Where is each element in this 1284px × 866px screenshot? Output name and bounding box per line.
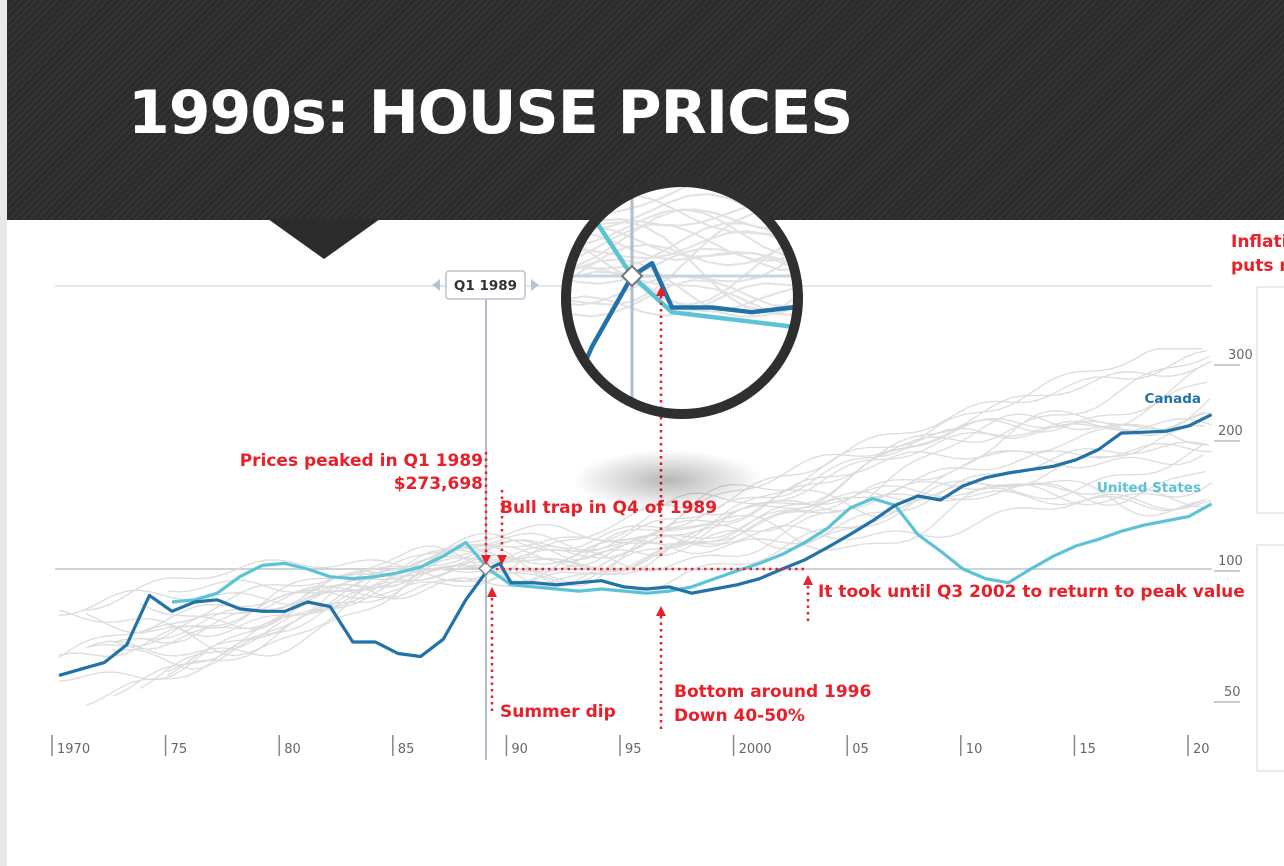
left-edge-strip [0, 0, 7, 866]
focus-label: Q1 1989 [432, 270, 539, 300]
series-line-canada [58, 413, 1213, 677]
series-line-united-states [171, 497, 1213, 604]
x-tick-label: 90 [511, 742, 528, 757]
magnifier-ring [561, 177, 803, 419]
slide-title: 1990s: HOUSE PRICES [128, 78, 853, 148]
other-country-line [167, 381, 1208, 673]
magnifier-lens [568, 184, 796, 412]
lens-shadow [573, 450, 763, 510]
y-tick-label: 100 [1218, 554, 1243, 569]
annotation-down: Down 40-50% [674, 706, 805, 726]
x-tick-label: 15 [1079, 742, 1096, 757]
side-thumbnail-chart-1 [1256, 286, 1284, 514]
x-tick-label: 05 [852, 742, 869, 757]
other-country-line [58, 418, 1212, 659]
other-country-lines [58, 348, 1212, 707]
other-country-line [58, 480, 1212, 638]
focus-label-text: Q1 1989 [454, 278, 517, 294]
peak-marker [478, 561, 493, 576]
annotation-peak: Prices peaked in Q1 1989 [240, 451, 483, 471]
annotation-recovery: It took until Q3 2002 to return to peak … [818, 582, 1245, 602]
header-notch [268, 219, 380, 259]
other-country-line [85, 425, 1205, 649]
x-tick-label: 95 [625, 742, 642, 757]
x-tick-label: 20 [1193, 742, 1210, 757]
x-tick-label: 85 [398, 742, 415, 757]
other-country-line [140, 450, 1203, 635]
x-tick-label: 10 [966, 742, 983, 757]
side-panel-heading: Inflati [1231, 232, 1284, 252]
x-tick-label: 80 [284, 742, 301, 757]
series-label-united-states: United States [1097, 480, 1201, 496]
other-country-line [58, 360, 1212, 683]
other-country-line [58, 493, 1212, 617]
side-panel-heading-2: puts r [1231, 256, 1284, 276]
x-axis: 1970 75 80 85 90 95 2000 05 10 15 20 [51, 735, 1210, 757]
side-thumbnail-chart-2 [1256, 544, 1284, 772]
x-tick-label: 75 [171, 742, 188, 757]
x-tick-label: 1970 [57, 742, 90, 757]
y-tick-label: 300 [1228, 348, 1253, 363]
side-panel: Inflati puts r [1231, 232, 1284, 772]
y-tick-label: 50 [1224, 685, 1241, 700]
annotation-bottom: Bottom around 1996 [674, 682, 871, 702]
other-country-line [85, 470, 1205, 634]
annotation-summer-dip: Summer dip [500, 702, 616, 722]
series-label-canada: Canada [1144, 391, 1201, 407]
annotation-peak-value: $273,698 [394, 474, 483, 494]
y-tick-label: 200 [1218, 424, 1243, 439]
x-tick-label: 2000 [739, 742, 772, 757]
other-country-line [167, 490, 1208, 600]
